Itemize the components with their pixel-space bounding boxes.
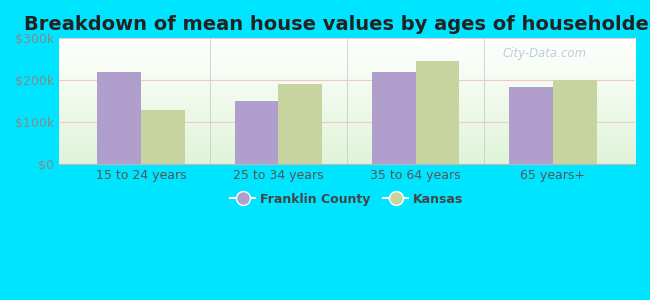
Bar [98, 72, 141, 164]
Bar [509, 87, 552, 164]
Bar [552, 80, 597, 164]
Bar [372, 72, 415, 164]
Bar [415, 61, 460, 164]
Title: Breakdown of mean house values by ages of householders: Breakdown of mean house values by ages o… [24, 15, 650, 34]
Legend: Franklin County, Kansas: Franklin County, Kansas [226, 188, 469, 211]
Bar [141, 110, 185, 164]
Bar [278, 84, 322, 164]
Bar [235, 101, 278, 164]
Text: City-Data.com: City-Data.com [502, 47, 587, 60]
